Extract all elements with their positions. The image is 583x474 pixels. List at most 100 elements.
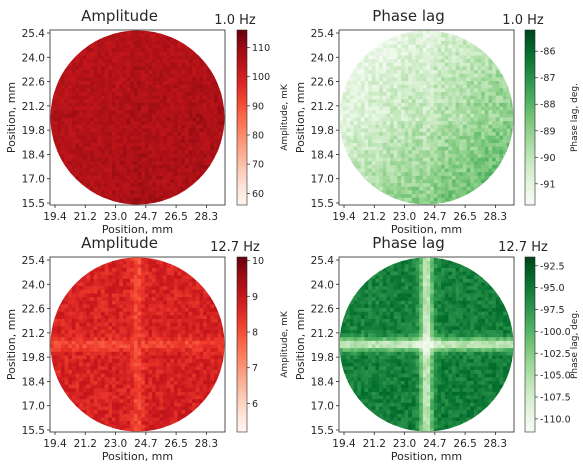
heat-cell	[79, 99, 83, 103]
heat-cell	[90, 99, 94, 103]
heat-cell	[174, 110, 178, 114]
heat-cell	[138, 312, 142, 316]
heat-cell	[178, 143, 182, 147]
heat-cell	[441, 66, 445, 70]
heat-cell	[86, 121, 90, 125]
heat-cell	[163, 56, 167, 60]
heat-cell	[401, 74, 405, 78]
heat-cell	[156, 41, 160, 45]
heat-cell	[97, 92, 101, 96]
heat-cell	[72, 301, 76, 305]
heat-cell	[145, 59, 149, 63]
heat-cell	[357, 99, 361, 103]
heat-cell	[123, 308, 127, 312]
heat-cell	[112, 107, 116, 111]
heat-cell	[163, 323, 167, 327]
heat-cell	[401, 85, 405, 89]
heat-cell	[192, 286, 196, 290]
heat-cell	[97, 161, 101, 165]
heat-cell	[94, 290, 98, 294]
heat-cell	[390, 99, 394, 103]
heat-cell	[481, 56, 485, 60]
heat-cell	[90, 143, 94, 147]
heat-cell	[456, 194, 460, 198]
heat-cell	[86, 63, 90, 67]
heat-cell	[134, 315, 138, 319]
heat-cell	[189, 56, 193, 60]
heat-cell	[437, 70, 441, 74]
heat-cell	[108, 37, 112, 41]
heat-cell	[76, 293, 80, 297]
heat-cell	[94, 312, 98, 316]
heat-cell	[181, 165, 185, 169]
heat-cell	[207, 304, 211, 308]
heat-cell	[167, 183, 171, 187]
heat-cell	[130, 110, 134, 114]
heat-cell	[412, 194, 416, 198]
heat-cell	[343, 110, 347, 114]
heat-cell	[199, 169, 203, 173]
heat-cell	[507, 118, 511, 122]
heat-cell	[90, 107, 94, 111]
heat-cell	[430, 37, 434, 41]
heat-cell	[178, 297, 182, 301]
heat-cell	[401, 59, 405, 63]
heat-cell	[130, 56, 134, 60]
heat-cell	[86, 183, 90, 187]
heat-cell	[189, 179, 193, 183]
heat-cell	[218, 326, 222, 330]
heat-cell	[210, 326, 214, 330]
heat-cell	[397, 99, 401, 103]
heat-cell	[189, 88, 193, 92]
heat-cell	[152, 319, 156, 323]
heat-cell	[357, 74, 361, 78]
heat-cell	[419, 169, 423, 173]
heat-cell	[86, 290, 90, 294]
heat-cell	[141, 99, 145, 103]
heat-cell	[416, 88, 420, 92]
heat-cell	[401, 114, 405, 118]
heat-cell	[416, 85, 420, 89]
heat-cell	[481, 154, 485, 158]
heat-cell	[156, 107, 160, 111]
heat-cell	[119, 301, 123, 305]
heat-cell	[368, 150, 372, 154]
heat-cell	[372, 128, 376, 132]
heat-cell	[163, 312, 167, 316]
heat-cell	[145, 74, 149, 78]
heat-cell	[386, 139, 390, 143]
heat-cell	[199, 326, 203, 330]
heat-cell	[83, 161, 87, 165]
heat-cell	[499, 118, 503, 122]
heat-cell	[203, 110, 207, 114]
heat-cell	[437, 103, 441, 107]
heat-cell	[401, 125, 405, 129]
heat-cell	[174, 312, 178, 316]
heat-cell	[152, 330, 156, 334]
heat-cell	[86, 154, 90, 158]
heat-cell	[365, 66, 369, 70]
heat-cell	[123, 34, 127, 38]
heat-cell	[408, 110, 412, 114]
heat-cell	[470, 176, 474, 180]
heat-cell	[170, 128, 174, 132]
heat-cell	[459, 150, 463, 154]
heat-cell	[108, 194, 112, 198]
heat-cell	[181, 345, 185, 349]
heat-cell	[423, 96, 427, 100]
heat-cell	[368, 96, 372, 100]
heat-cell	[101, 92, 105, 96]
heat-cell	[101, 110, 105, 114]
heat-cell	[178, 139, 182, 143]
heat-cell	[445, 187, 449, 191]
heat-cell	[127, 190, 131, 194]
heat-cell	[123, 323, 127, 327]
heat-cell	[189, 290, 193, 294]
heat-cell	[408, 85, 412, 89]
heat-cell	[441, 74, 445, 78]
heat-cell	[141, 279, 145, 283]
heat-cell	[185, 74, 189, 78]
heat-cell	[196, 110, 200, 114]
heat-cell	[467, 147, 471, 151]
heat-cell	[108, 293, 112, 297]
